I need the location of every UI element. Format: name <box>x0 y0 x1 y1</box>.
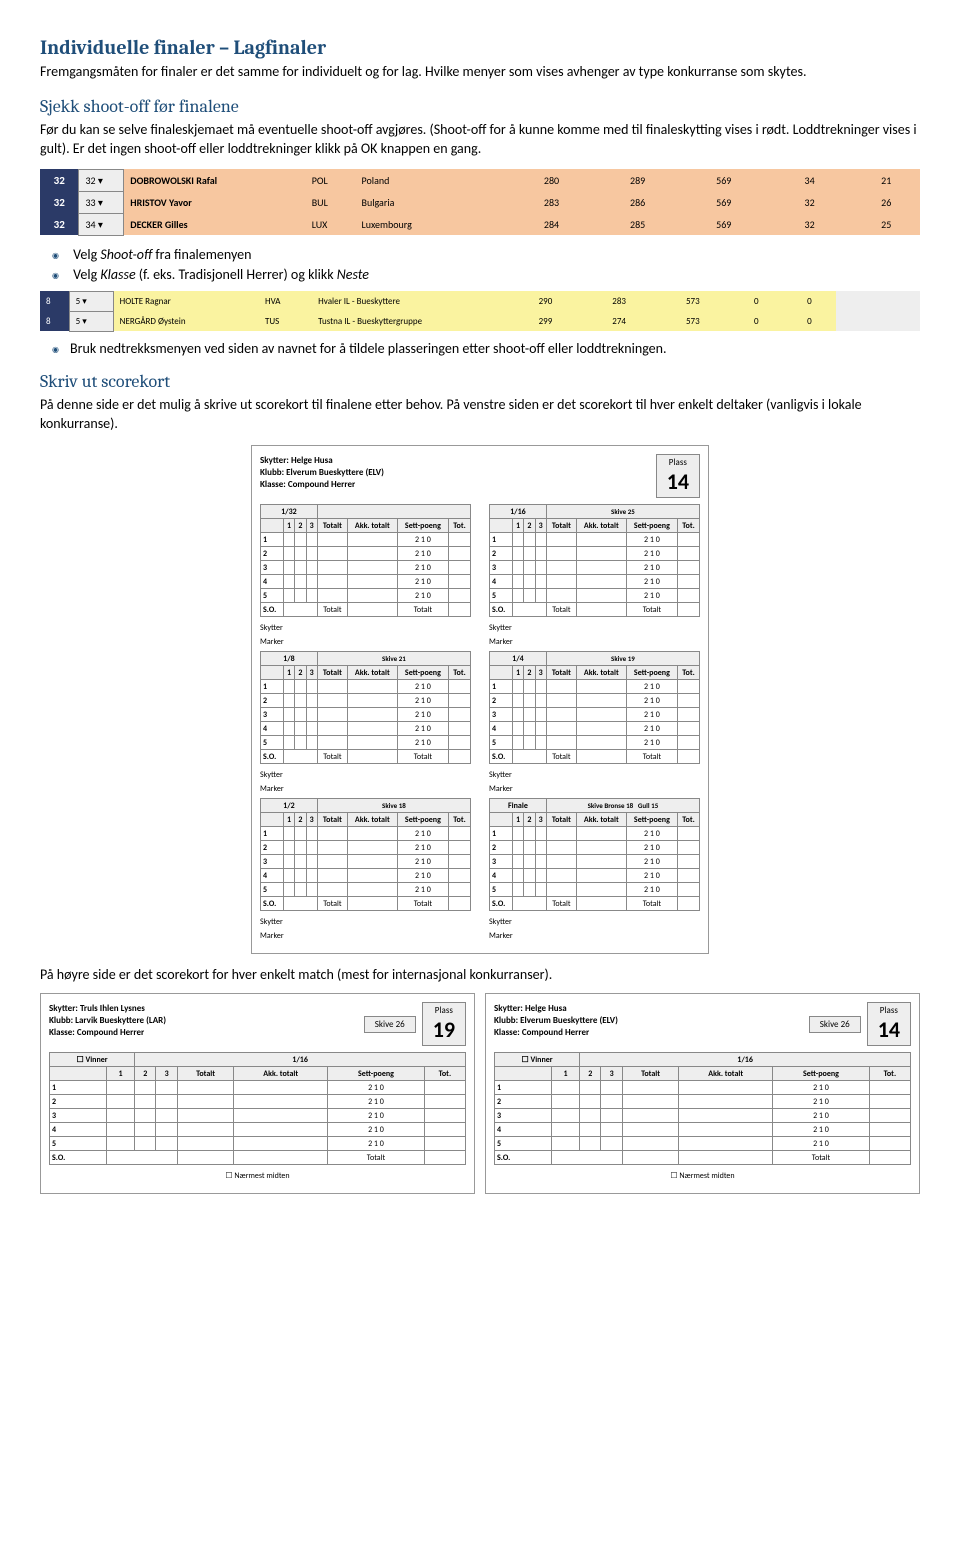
bullet-list-2: Bruk nedtrekksmenyen ved siden av navnet… <box>40 340 920 357</box>
shootoff-table: 3232 ▾ DOBROWOLSKI Rafal POL Poland 280 … <box>40 169 920 236</box>
bullet-class: Velg Klasse (f. eks. Tradisjonell Herrer… <box>70 266 920 283</box>
heading-shootoff: Sjekk shoot-off før finalene <box>40 96 920 117</box>
bullet-shootoff: Velg Shoot-off fra finalemenyen <box>70 246 920 263</box>
intro-2: Før du kan se selve finaleskjemaet må ev… <box>40 121 920 159</box>
outro-1: På høyre side er det scorekort for hver … <box>40 966 920 985</box>
intro-3: På denne side er det mulig å skrive ut s… <box>40 396 920 434</box>
scorecard-match: Skytter: Helge Husa Klubb: Elverum Buesk… <box>485 993 920 1194</box>
scorecard-single: Skytter: Helge Husa Klubb: Elverum Buesk… <box>251 445 709 954</box>
lotdraw-table: 85 ▾ HOLTE Ragnar HVA Hvaler IL - Buesky… <box>40 291 920 332</box>
intro-1: Fremgangsmåten for finaler er det samme … <box>40 63 920 82</box>
bullet-list-1: Velg Shoot-off fra finalemenyen Velg Kla… <box>40 246 920 283</box>
heading-scorecard: Skriv ut scorekort <box>40 371 920 392</box>
bullet-dropdown: Bruk nedtrekksmenyen ved siden av navnet… <box>70 340 920 357</box>
scorecard-match: Skytter: Truls Ihlen Lysnes Klubb: Larvi… <box>40 993 475 1194</box>
heading-individuals: Individuelle finaler – Lagfinaler <box>40 36 920 59</box>
